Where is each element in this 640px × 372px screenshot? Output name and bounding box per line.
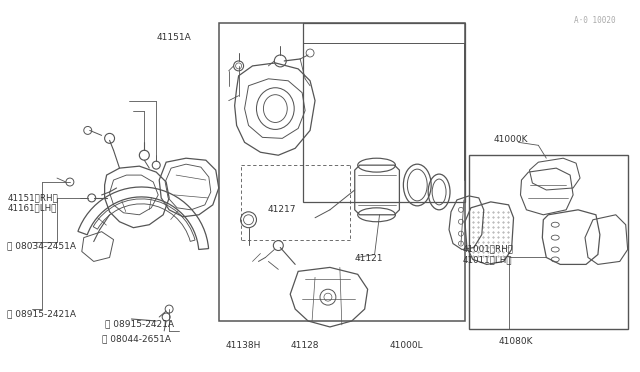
Bar [303,23,465,202]
Text: 41128: 41128 [290,341,319,350]
Text: Ⓦ 08915-2421A: Ⓦ 08915-2421A [7,309,76,318]
Text: 41000K: 41000K [493,135,528,144]
Text: 41080K: 41080K [499,337,533,346]
Bar [219,23,465,321]
Bar [469,155,628,329]
Text: 41000L: 41000L [390,341,423,350]
Text: A·0 10020: A·0 10020 [574,16,616,25]
Text: 41001（RH）
41011（LH）: 41001（RH） 41011（LH） [463,244,514,264]
Text: Ⓦ 08915-2421A: Ⓦ 08915-2421A [104,319,173,328]
Text: Ⓑ 08044-2651A: Ⓑ 08044-2651A [102,334,171,343]
Text: Ⓑ 08034-2451A: Ⓑ 08034-2451A [7,241,76,251]
Text: 41217: 41217 [268,205,296,214]
Text: 41151（RH）
41161（LH）: 41151（RH） 41161（LH） [7,193,58,212]
Text: 41138H: 41138H [226,341,261,350]
Text: 41121: 41121 [355,254,383,263]
Text: 41151A: 41151A [156,33,191,42]
